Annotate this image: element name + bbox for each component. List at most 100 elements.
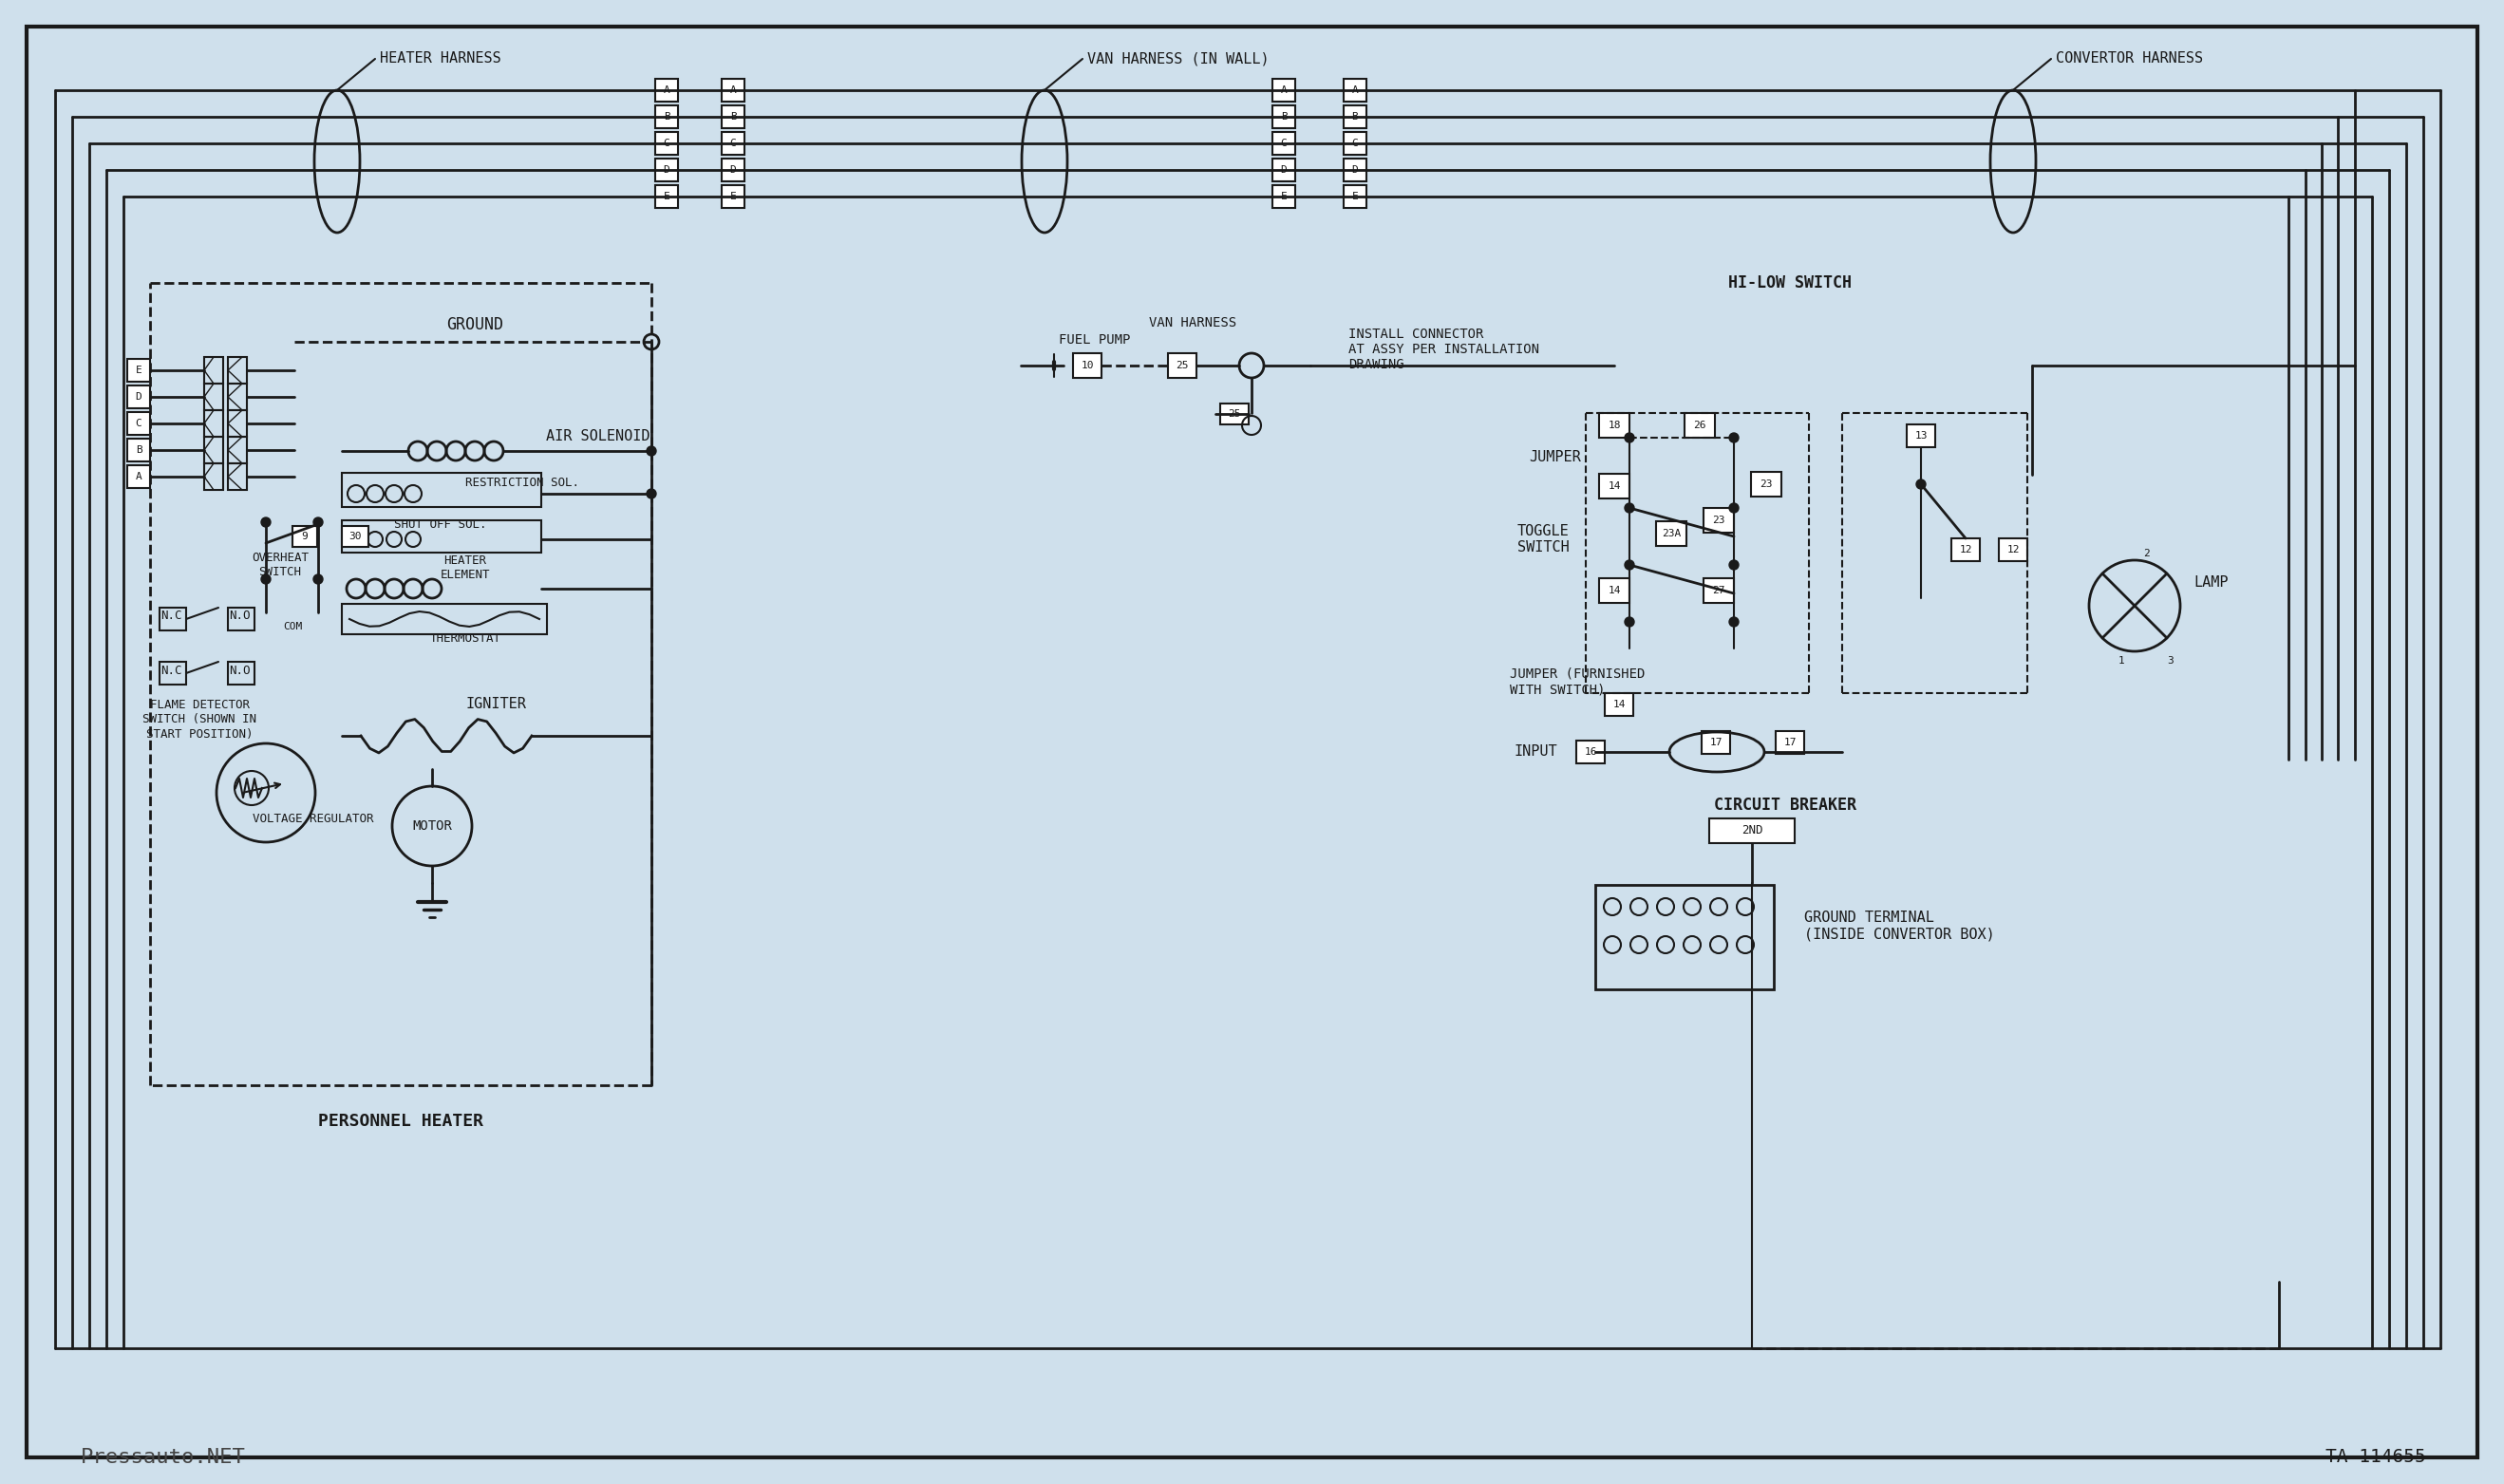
Text: 2ND: 2ND (1740, 825, 1763, 837)
Bar (228, 410, 248, 436)
Text: D: D (1352, 165, 1357, 175)
Text: A: A (1352, 86, 1357, 95)
Text: VAN HARNESS: VAN HARNESS (1149, 316, 1237, 329)
Text: D: D (135, 392, 143, 402)
Bar (228, 607, 255, 631)
Text: 9: 9 (300, 531, 308, 542)
Text: 18: 18 (1608, 420, 1620, 430)
Bar (1272, 186, 1295, 208)
Bar (721, 132, 744, 154)
Bar (205, 383, 223, 410)
Text: B: B (664, 111, 669, 122)
Bar (1167, 353, 1197, 378)
Bar (1710, 819, 1795, 843)
Text: IGNITER: IGNITER (466, 697, 526, 712)
Text: E: E (135, 365, 143, 375)
Text: C: C (135, 418, 143, 429)
Text: C: C (1280, 138, 1287, 148)
Bar (343, 521, 541, 552)
Text: COM: COM (283, 622, 303, 631)
Bar (343, 604, 546, 634)
Text: RESTRICTION SOL.: RESTRICTION SOL. (466, 476, 578, 488)
Circle shape (646, 447, 656, 456)
Bar (205, 358, 223, 383)
Text: B: B (1280, 111, 1287, 122)
Bar (228, 463, 248, 490)
Bar (1703, 508, 1733, 533)
Bar (343, 525, 368, 548)
Bar (1655, 521, 1685, 546)
Bar (128, 439, 150, 462)
Circle shape (1730, 617, 1738, 626)
Text: GROUND TERMINAL
(INSIDE CONVERTOR BOX): GROUND TERMINAL (INSIDE CONVERTOR BOX) (1805, 910, 1996, 941)
Text: E: E (664, 191, 669, 202)
Bar (205, 410, 223, 436)
Text: E: E (1352, 191, 1357, 202)
Bar (343, 473, 541, 508)
Text: LAMP: LAMP (2194, 576, 2229, 591)
Bar (1345, 186, 1367, 208)
Text: 30: 30 (348, 531, 361, 542)
Text: INSTALL CONNECTOR
AT ASSY PER INSTALLATION
DRAWING: INSTALL CONNECTOR AT ASSY PER INSTALLATI… (1347, 328, 1540, 371)
Circle shape (260, 574, 270, 583)
Circle shape (1625, 503, 1635, 512)
Bar (1272, 79, 1295, 101)
Text: TOGGLE
SWITCH: TOGGLE SWITCH (1517, 524, 1570, 555)
Bar (128, 464, 150, 488)
Bar (228, 436, 248, 463)
Circle shape (260, 518, 270, 527)
Bar (228, 662, 255, 684)
Text: 10: 10 (1082, 361, 1094, 371)
Text: 1: 1 (2118, 656, 2123, 665)
Circle shape (1730, 559, 1738, 570)
Circle shape (1625, 433, 1635, 442)
Text: HEATER HARNESS: HEATER HARNESS (381, 52, 501, 65)
Text: E: E (1280, 191, 1287, 202)
Text: B: B (1352, 111, 1357, 122)
Text: HEATER
ELEMENT: HEATER ELEMENT (441, 555, 491, 582)
Text: D: D (729, 165, 736, 175)
Bar (721, 159, 744, 181)
Text: Pressauto.NET: Pressauto.NET (80, 1448, 245, 1466)
Text: B: B (135, 445, 143, 454)
Bar (1685, 413, 1715, 438)
Bar (1951, 539, 1981, 561)
Bar (721, 79, 744, 101)
Text: 16: 16 (1585, 748, 1598, 757)
Text: 25: 25 (1227, 410, 1242, 418)
Bar (1998, 539, 2028, 561)
Text: 12: 12 (2006, 545, 2021, 555)
Bar (205, 436, 223, 463)
Bar (128, 386, 150, 408)
Text: N.O: N.O (228, 665, 250, 677)
Text: A: A (135, 472, 143, 481)
Bar (656, 105, 679, 128)
Text: A: A (1280, 86, 1287, 95)
Text: D: D (664, 165, 669, 175)
Bar (1750, 472, 1780, 497)
Bar (228, 358, 248, 383)
Circle shape (646, 488, 656, 499)
Text: JUMPER: JUMPER (1530, 451, 1580, 464)
Text: AIR SOLENOID: AIR SOLENOID (546, 429, 651, 442)
Text: OVERHEAT
SWITCH: OVERHEAT SWITCH (250, 552, 308, 579)
Text: GROUND: GROUND (446, 316, 503, 334)
Text: E: E (729, 191, 736, 202)
Text: D: D (1280, 165, 1287, 175)
Text: CIRCUIT BREAKER: CIRCUIT BREAKER (1713, 797, 1855, 813)
Bar (1605, 693, 1633, 715)
Bar (293, 525, 318, 548)
Text: CONVERTOR HARNESS: CONVERTOR HARNESS (2056, 52, 2204, 65)
Bar (1272, 132, 1295, 154)
Text: C: C (664, 138, 669, 148)
Text: A: A (664, 86, 669, 95)
Bar (1272, 105, 1295, 128)
Text: C: C (1352, 138, 1357, 148)
Text: 12: 12 (1958, 545, 1973, 555)
Bar (1272, 159, 1295, 181)
Bar (160, 607, 185, 631)
Text: 26: 26 (1693, 420, 1705, 430)
Bar (228, 383, 248, 410)
Circle shape (1625, 559, 1635, 570)
Text: A: A (729, 86, 736, 95)
